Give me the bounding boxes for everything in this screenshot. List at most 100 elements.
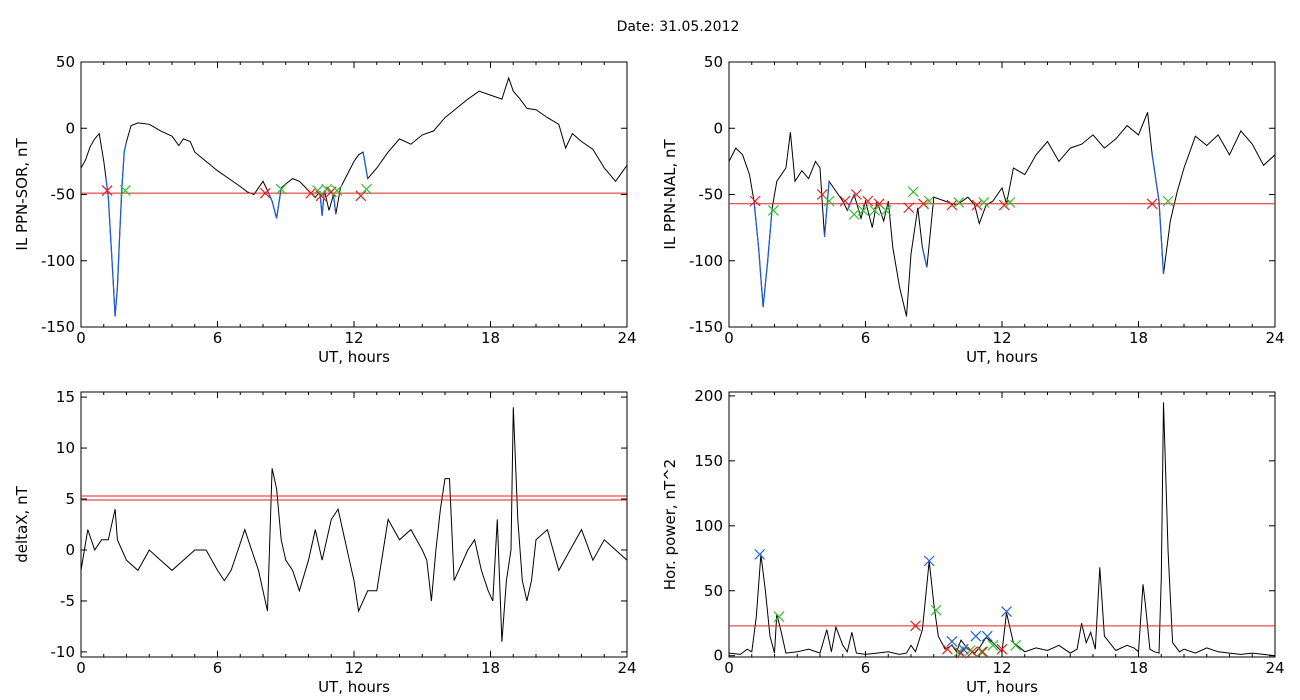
event-end-marker — [907, 186, 919, 198]
y-tick-label: 50 — [56, 53, 75, 71]
event-segment — [332, 194, 337, 215]
event-start-marker — [850, 189, 862, 200]
y-axis-title: IL PPN-SOR, nT — [13, 138, 31, 251]
y-tick-label: 0 — [65, 119, 75, 137]
y-tick-label: -50 — [699, 186, 724, 204]
plot-p1: 0 6 12 18 24 50 0 -50 -100 -150 UT, hours IL PPN-SO… — [13, 53, 637, 366]
event-start-marker — [941, 643, 953, 655]
event-end-marker — [275, 183, 287, 195]
event-start-marker — [996, 643, 1008, 655]
event-end-marker — [823, 195, 835, 207]
event-segment — [105, 141, 128, 317]
x-axis-title: UT, hours — [318, 348, 390, 366]
event-start-marker — [749, 195, 761, 207]
x-tick-label: 24 — [617, 659, 636, 677]
x-tick-label: 6 — [861, 659, 871, 677]
event-end-marker — [1162, 195, 1174, 207]
event-end-marker — [964, 645, 976, 656]
plot-frame — [80, 391, 628, 658]
event-end-marker — [767, 204, 779, 216]
event-peak-marker — [1001, 606, 1012, 617]
event-start-marker — [315, 190, 327, 202]
x-tick-label: 24 — [1265, 659, 1284, 677]
event-start-marker — [946, 199, 958, 211]
plot-area — [729, 112, 1275, 317]
plot-frame — [80, 61, 628, 328]
event-segment — [266, 187, 282, 219]
y-tick-label: -100 — [41, 252, 75, 270]
series-line — [729, 402, 1275, 657]
event-end-marker — [1004, 197, 1016, 208]
event-start-marker — [355, 190, 367, 202]
x-tick-label: 0 — [724, 659, 734, 677]
series-line — [81, 407, 627, 642]
event-end-marker — [976, 646, 987, 658]
x-tick-label: 18 — [481, 329, 500, 347]
event-peak-marker — [946, 635, 958, 647]
y-tick-label: 200 — [694, 387, 723, 405]
y-tick-label: -10 — [51, 643, 76, 661]
x-tick-label: 12 — [992, 659, 1011, 677]
y-tick-label: -150 — [689, 318, 723, 336]
y-axis-title: deltaX, nT — [13, 485, 31, 562]
event-peak-marker — [981, 630, 993, 642]
x-tick-label: 12 — [992, 329, 1011, 347]
series-line — [729, 112, 1275, 317]
y-tick-label: 150 — [694, 452, 723, 470]
x-tick-label: 18 — [481, 659, 500, 677]
event-start-marker — [259, 187, 271, 199]
y-tick-label: -150 — [41, 318, 75, 336]
event-end-marker — [361, 183, 372, 195]
event-end-marker — [930, 604, 942, 616]
y-tick-label: 10 — [56, 439, 75, 457]
x-tick-label: 24 — [1265, 329, 1284, 347]
event-start-marker — [101, 185, 113, 196]
event-end-marker — [1010, 639, 1022, 651]
y-tick-label: 5 — [65, 490, 75, 508]
x-tick-label: 6 — [213, 329, 223, 347]
x-tick-label: 0 — [76, 329, 86, 347]
event-start-marker — [305, 187, 317, 199]
event-segment — [753, 201, 773, 308]
y-tick-label: 0 — [713, 647, 723, 665]
plot-p4: 0 6 12 18 24 200 150 100 50 0 UT, hours Hor. power,… — [661, 387, 1285, 696]
y-tick-label: 100 — [694, 517, 723, 535]
x-axis-title: UT, hours — [966, 678, 1038, 696]
x-tick-label: 12 — [344, 329, 363, 347]
event-start-marker — [998, 199, 1010, 211]
y-tick-label: 0 — [65, 541, 75, 559]
event-start-marker — [977, 646, 989, 658]
x-tick-label: 6 — [213, 659, 223, 677]
y-tick-label: -5 — [60, 592, 75, 610]
event-end-marker — [119, 185, 131, 196]
event-peak-marker — [754, 548, 766, 560]
event-end-marker — [978, 197, 990, 208]
plot-area — [729, 402, 1275, 657]
y-axis-title: Hor. power, nT^2 — [661, 459, 679, 590]
event-start-marker — [918, 198, 929, 210]
event-start-marker — [971, 199, 983, 211]
plot-area — [81, 76, 627, 317]
y-axis-title: IL PPN-NAL, nT — [661, 139, 679, 250]
event-start-marker — [910, 620, 921, 632]
plot-frame — [728, 391, 1276, 658]
page-title: Date: 31.05.2012 — [616, 19, 740, 35]
event-end-marker — [857, 204, 869, 216]
x-tick-label: 24 — [617, 329, 636, 347]
event-peak-marker — [970, 630, 982, 642]
event-end-marker — [773, 611, 785, 623]
plot-area — [81, 407, 627, 642]
x-axis-title: UT, hours — [966, 348, 1038, 366]
x-tick-label: 0 — [76, 659, 86, 677]
event-peak-marker — [923, 555, 935, 567]
y-tick-label: 15 — [56, 388, 75, 406]
x-tick-label: 18 — [1129, 659, 1148, 677]
event-end-marker — [312, 185, 324, 196]
y-tick-label: 50 — [704, 53, 723, 71]
event-peak-marker — [957, 643, 969, 655]
y-tick-label: 50 — [704, 582, 723, 600]
event-start-marker — [839, 195, 851, 207]
series-line — [81, 76, 627, 317]
x-tick-label: 12 — [344, 659, 363, 677]
